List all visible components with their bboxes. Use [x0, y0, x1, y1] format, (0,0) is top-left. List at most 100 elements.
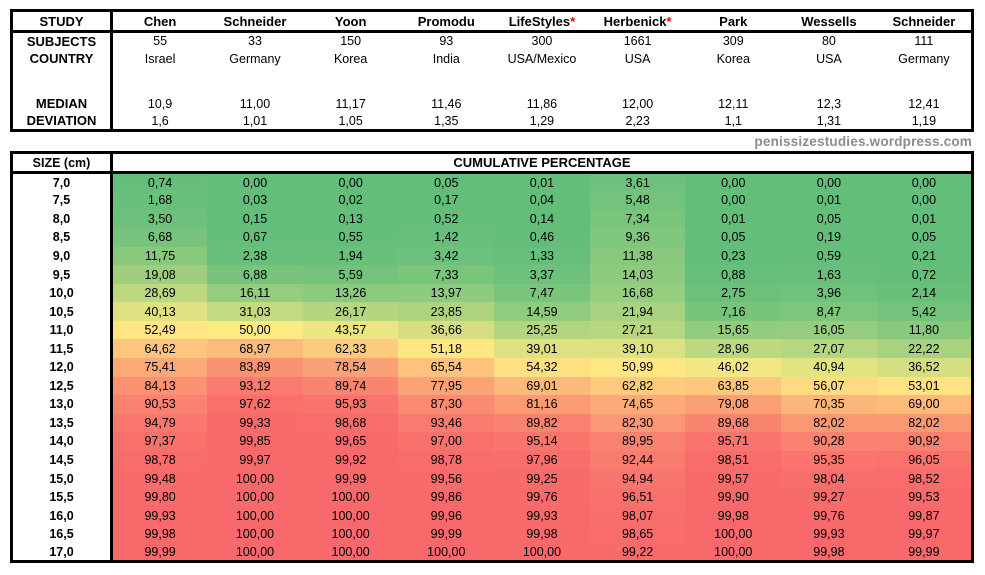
- heatmap-cell: 100,00: [302, 506, 399, 525]
- heatmap-cell: 65,54: [398, 357, 495, 377]
- heatmap-data-row: 9,5 19,08 6,88 5,59 7,33 3,37 14,03 0,88 1,63 0,7…: [11, 265, 973, 284]
- heatmap-cell: 0,01: [781, 191, 877, 210]
- heatmap-cell: 89,74: [302, 376, 399, 396]
- heatmap-cell: 13,97: [398, 283, 495, 303]
- heatmap-cell: 11,38: [589, 246, 686, 266]
- heatmap-cell: 63,85: [685, 376, 782, 396]
- heatmap-cell: 98,52: [876, 469, 973, 488]
- heatmap-data-row: 17,0 99,99 100,00 100,00 100,00 100,00 99,22 10…: [11, 543, 973, 562]
- deviation-value: 1,6: [151, 113, 169, 128]
- heatmap-cell: 97,37: [111, 432, 208, 451]
- heatmap-data-row: 7,5 1,68 0,03 0,02 0,17 0,04 5,48 0,00 0,01 0,00: [11, 191, 973, 210]
- heatmap-cell: 100,00: [685, 543, 782, 562]
- heatmap-cell: 99,98: [111, 524, 208, 544]
- study-corner-label: STUDY: [11, 10, 113, 32]
- heatmap-cell: 100,00: [207, 543, 303, 562]
- heatmap-cell: 100,00: [302, 487, 399, 507]
- heatmap-cell: 99,76: [494, 487, 590, 507]
- size-label: 8,5: [11, 228, 113, 247]
- study-name-text: Promodu: [417, 13, 475, 29]
- heatmap-cell: 96,51: [589, 487, 686, 507]
- heatmap-cell: 82,02: [876, 413, 973, 433]
- study-name: Park: [685, 11, 781, 32]
- heatmap-cell: 7,33: [398, 265, 495, 284]
- country-value: Germany: [229, 51, 281, 66]
- subjects-row-label: SUBJECTS: [11, 31, 113, 50]
- heatmap-cell: 3,37: [494, 265, 590, 284]
- heatmap-data-row: 14,5 98,78 99,97 99,92 98,78 97,96 92,44 98,51 9…: [11, 450, 973, 470]
- study-name-text: Park: [719, 13, 748, 29]
- size-label: 9,5: [11, 265, 113, 284]
- heatmap-cell: 0,13: [302, 209, 399, 229]
- median-value: 11,17: [335, 96, 366, 111]
- heatmap-cell: 89,68: [685, 413, 782, 433]
- subjects-value: 1661: [623, 34, 652, 49]
- heatmap-cell: 99,98: [685, 506, 782, 525]
- heatmap-cell: 0,19: [781, 228, 877, 247]
- spacer-row: [11, 67, 973, 95]
- heatmap-cell: 82,30: [589, 413, 686, 433]
- country-value: USA: [816, 51, 842, 66]
- country-value: USA/Mexico: [507, 51, 577, 66]
- heatmap-cell: 94,79: [111, 413, 208, 433]
- heatmap-body: 7,0 0,74 0,00 0,00 0,05 0,01 3,61 0,00 0,00 0,00 7…: [11, 172, 973, 562]
- heatmap-cell: 15,65: [685, 320, 782, 340]
- heatmap-cell: 0,00: [781, 172, 877, 192]
- study-name-text: Yoon: [334, 13, 367, 29]
- heatmap-cell: 6,88: [207, 265, 303, 284]
- heatmap-cell: 0,02: [302, 191, 399, 210]
- heatmap-cell: 89,82: [494, 413, 590, 433]
- size-label: 13,5: [11, 413, 113, 433]
- heatmap-cell: 100,00: [302, 543, 399, 562]
- heatmap-cell: 99,96: [398, 506, 495, 525]
- heatmap-cell: 0,00: [685, 172, 782, 192]
- median-value: 12,3: [816, 96, 842, 111]
- deviation-row: DEVIATION 1,6 1,01 1,05 1,35 1,29 2,23 1,1 1,31 1…: [11, 112, 973, 131]
- heatmap-cell: 0,72: [876, 265, 973, 284]
- heatmap-cell: 99,92: [302, 450, 399, 470]
- heatmap-cell: 23,85: [398, 302, 495, 321]
- heatmap-cell: 1,63: [781, 265, 877, 284]
- heatmap-cell: 13,26: [302, 283, 399, 303]
- heatmap-cell: 3,61: [589, 172, 686, 192]
- heatmap-data-row: 7,0 0,74 0,00 0,00 0,05 0,01 3,61 0,00 0,00 0,00: [11, 172, 973, 192]
- heatmap-cell: 69,01: [494, 376, 590, 396]
- heatmap-cell: 90,28: [781, 432, 877, 451]
- heatmap-cell: 0,03: [207, 191, 303, 210]
- watermark-text: penissizestudies.wordpress.com: [754, 134, 972, 149]
- median-value: 11,46: [431, 96, 462, 111]
- heatmap-cell: 0,00: [876, 191, 973, 210]
- heatmap-data-row: 16,5 99,98 100,00 100,00 99,99 99,98 98,65 100,…: [11, 524, 973, 544]
- heatmap-cell: 50,99: [589, 357, 686, 377]
- heatmap-cell: 0,01: [876, 209, 973, 229]
- heatmap-cell: 99,93: [111, 506, 208, 525]
- heatmap-cell: 99,56: [398, 469, 495, 488]
- study-name-text: Herbenick: [603, 13, 667, 29]
- spacer-row-label: [11, 67, 113, 95]
- heatmap-cell: 0,46: [494, 228, 590, 247]
- heatmap-cell: 99,65: [302, 432, 399, 451]
- heatmap-cell: 97,00: [398, 432, 495, 451]
- spacer-cell: [494, 68, 590, 95]
- heatmap-cell: 98,68: [302, 413, 399, 433]
- deviation-value: 1,19: [911, 113, 937, 128]
- heatmap-cell: 16,68: [589, 283, 686, 303]
- heatmap-cell: 2,14: [876, 283, 973, 303]
- heatmap-cell: 2,75: [685, 283, 782, 303]
- deviation-value: 1,01: [242, 113, 268, 128]
- heatmap-data-row: 11,5 64,62 68,97 62,33 51,18 39,01 39,10 28,96 2…: [11, 339, 973, 358]
- heatmap-data-row: 16,0 99,93 100,00 100,00 99,96 99,93 98,07 99,9…: [11, 506, 973, 525]
- heatmap-cell: 27,21: [589, 320, 686, 340]
- heatmap-cell: 0,05: [781, 209, 877, 229]
- spacer-cell: [398, 68, 494, 95]
- heatmap-cell: 99,87: [876, 506, 973, 525]
- country-value: USA: [624, 51, 651, 66]
- heatmap-cell: 96,05: [876, 450, 973, 470]
- size-label: 7,5: [11, 191, 113, 210]
- spacer-cell: [781, 68, 877, 95]
- subjects-row: SUBJECTS 55 33 150 93 300 1661 309 80 111: [11, 31, 973, 50]
- heatmap-cell: 28,69: [111, 283, 208, 303]
- size-label: 10,0: [11, 283, 113, 303]
- heatmap-data-row: 9,0 11,75 2,38 1,94 3,42 1,33 11,38 0,23 0,59 0,2…: [11, 246, 973, 266]
